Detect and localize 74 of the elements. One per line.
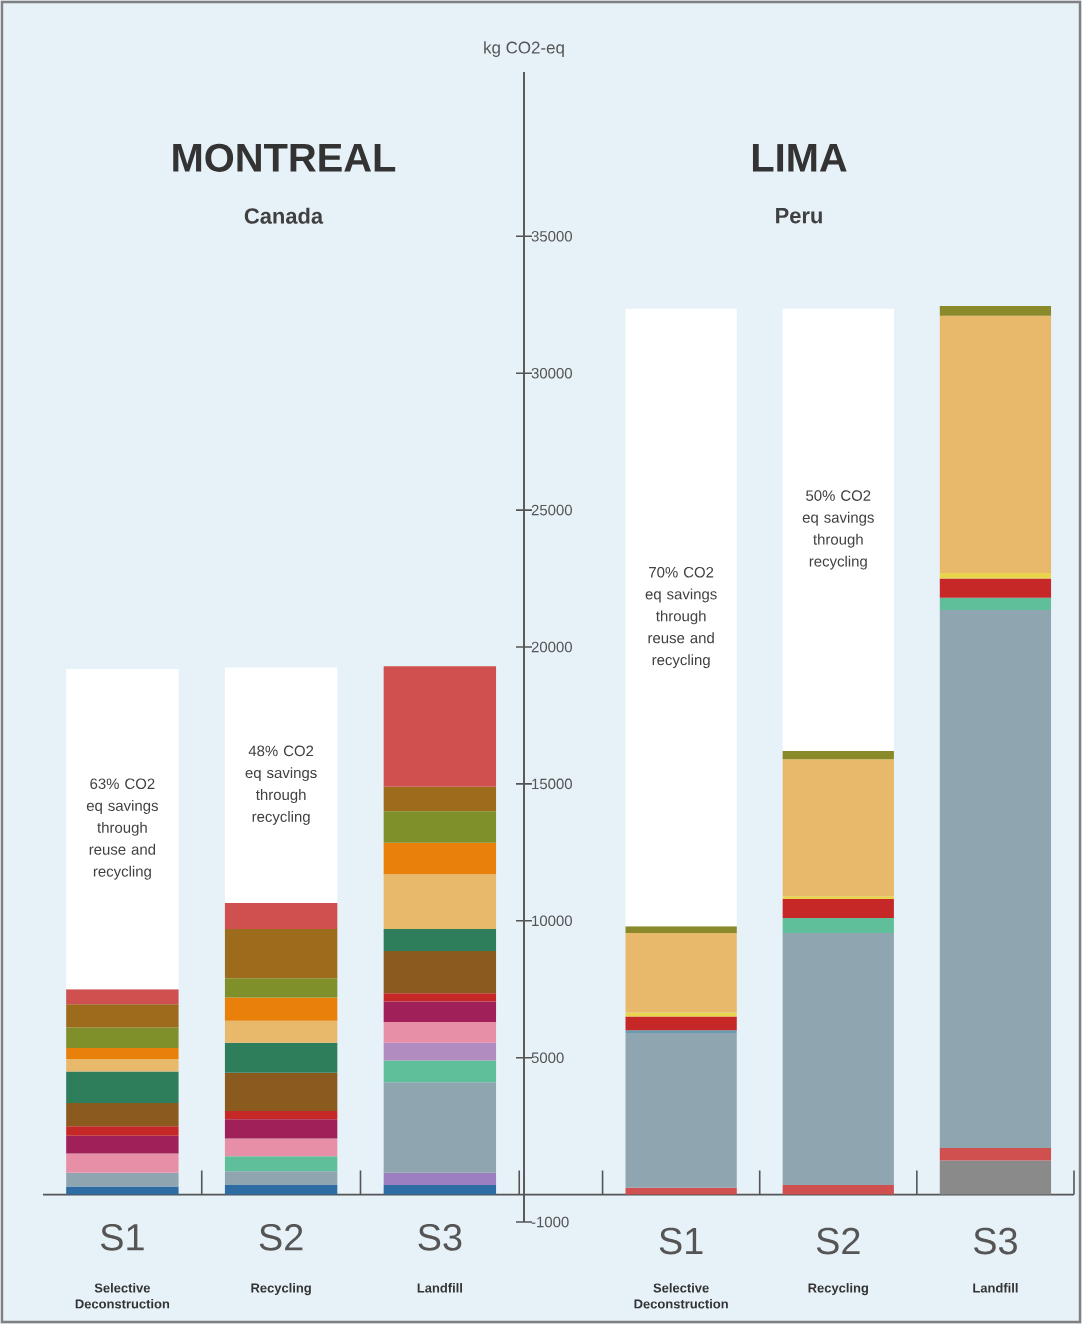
bar — [66, 1027, 179, 1049]
bar — [939, 573, 1052, 579]
bar — [66, 1048, 179, 1060]
bar — [224, 1171, 338, 1186]
bar — [383, 1082, 497, 1173]
bar — [383, 842, 497, 875]
bar — [939, 315, 1052, 574]
text: Canada — [244, 207, 324, 224]
bar — [782, 933, 894, 1186]
bar — [66, 1004, 179, 1028]
bar — [383, 993, 497, 1002]
bar — [782, 1185, 894, 1195]
bar — [782, 308, 894, 752]
bar — [224, 903, 338, 930]
bar — [383, 1185, 497, 1195]
bar — [383, 666, 497, 787]
x-tick-label: S1 — [100, 1223, 144, 1251]
bar — [224, 929, 338, 979]
x-tick-label: S1 — [659, 1227, 703, 1255]
bar — [782, 898, 894, 919]
bar — [224, 1119, 338, 1139]
bar — [224, 1042, 338, 1073]
bar — [66, 1126, 179, 1136]
bar — [224, 997, 338, 1021]
bar — [939, 1160, 1052, 1195]
text: MONTREAL — [173, 143, 396, 172]
bar — [625, 1033, 737, 1188]
bar — [66, 1102, 179, 1127]
bar — [782, 918, 894, 934]
bar — [383, 1022, 497, 1043]
bar — [224, 1138, 338, 1157]
bar — [383, 1001, 497, 1023]
bar — [625, 933, 737, 1013]
bar — [625, 926, 737, 934]
bar — [66, 668, 179, 990]
bar — [383, 950, 497, 994]
bar — [383, 929, 497, 951]
bar — [625, 1187, 737, 1195]
bar — [224, 1185, 338, 1195]
bar — [383, 786, 497, 812]
bar — [66, 1153, 179, 1173]
x-tick-label: S3 — [418, 1223, 462, 1251]
x-tick-label: S2 — [259, 1223, 303, 1251]
bar — [939, 578, 1052, 598]
bar — [939, 1148, 1052, 1161]
x-tick-label: S3 — [973, 1227, 1017, 1255]
x-tick-label: S2 — [816, 1227, 860, 1255]
bar — [224, 1111, 338, 1120]
text: LIMA — [752, 144, 847, 172]
bar — [66, 1059, 179, 1072]
bar — [782, 751, 894, 760]
bar — [939, 597, 1052, 611]
bar — [224, 1156, 338, 1172]
bar — [782, 759, 894, 897]
bar — [939, 610, 1052, 1149]
bar — [224, 1072, 338, 1112]
bar — [383, 811, 497, 843]
bar — [625, 308, 737, 927]
bar — [939, 306, 1052, 316]
bar — [224, 667, 338, 903]
bar — [625, 1016, 737, 1031]
bar — [383, 1042, 497, 1061]
text: Peru — [776, 208, 822, 224]
bar — [66, 1186, 179, 1195]
y-axis-title: kg CO2-eq — [484, 41, 564, 57]
bar — [66, 1071, 179, 1103]
bar — [224, 1020, 338, 1043]
bar — [224, 978, 338, 998]
bar — [383, 874, 497, 930]
bar — [383, 1172, 497, 1186]
bar — [66, 1135, 179, 1154]
bar — [66, 989, 179, 1005]
bar — [383, 1060, 497, 1083]
bar — [66, 1172, 179, 1187]
